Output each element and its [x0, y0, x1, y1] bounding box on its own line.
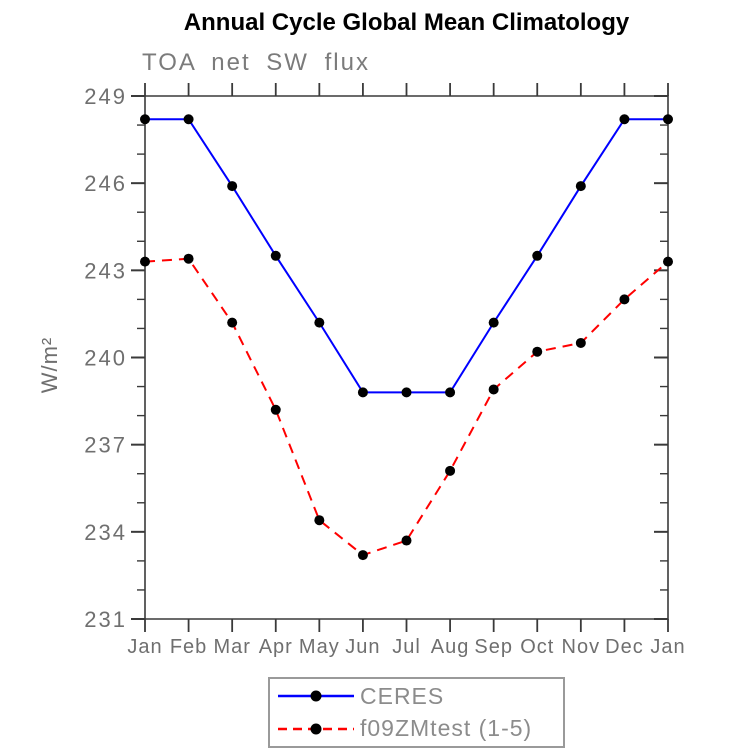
series-marker-0	[183, 114, 194, 125]
series-marker-0	[270, 250, 281, 261]
series-marker-1	[445, 465, 456, 476]
series-marker-1	[183, 253, 194, 264]
x-tick-label: Dec	[605, 636, 644, 658]
x-tick-label: Feb	[170, 636, 207, 658]
series-marker-0	[445, 387, 456, 398]
series-marker-1	[488, 384, 499, 395]
series-marker-0	[532, 250, 543, 261]
series-line-1	[144, 257, 669, 557]
x-tick-label: Jul	[392, 636, 421, 658]
y-tick-label: 234	[84, 520, 127, 545]
series-marker-1	[140, 256, 150, 267]
legend-label: f09ZMtest (1-5)	[360, 715, 533, 742]
x-tick-label: Nov	[562, 636, 601, 658]
x-tick-label: May	[299, 636, 340, 658]
series-marker-0	[140, 114, 150, 125]
y-tick-label: 249	[84, 84, 127, 109]
series-marker-0	[314, 317, 325, 328]
series-marker-1	[663, 256, 673, 267]
x-tick-label: Apr	[259, 636, 293, 658]
x-tick-label: Jun	[345, 636, 380, 658]
x-tick-label: Sep	[474, 636, 513, 658]
series-marker-0	[488, 317, 499, 328]
y-tick-label: 246	[84, 171, 127, 196]
series-marker-0	[227, 181, 238, 192]
y-tick-label: 231	[84, 607, 127, 632]
x-tick-label: Mar	[213, 636, 250, 658]
series-marker-0	[575, 181, 586, 192]
chart-title: Annual Cycle Global Mean Climatology	[183, 9, 630, 36]
series-marker-0	[357, 387, 368, 398]
series-marker-0	[663, 114, 673, 125]
legend-line-sample	[278, 690, 354, 702]
y-tick-label: 237	[84, 433, 127, 458]
x-tick-label: Aug	[431, 636, 470, 658]
y-tick-label: 243	[84, 258, 127, 283]
legend-line-sample	[278, 723, 354, 735]
x-tick-label: Jan	[650, 636, 685, 658]
legend-entry-1: f09ZMtest (1-5)	[274, 714, 563, 744]
series-line-0	[145, 118, 668, 394]
series-marker-1	[357, 550, 368, 561]
series-marker-1	[619, 294, 630, 305]
series-marker-0	[619, 114, 630, 125]
series-marker-1	[532, 346, 543, 357]
x-tick-label: Jan	[127, 636, 162, 658]
series-marker-1	[314, 515, 325, 526]
series-marker-1	[401, 535, 412, 546]
series-marker-1	[575, 337, 586, 348]
series-marker-0	[401, 387, 412, 398]
series-marker-1	[227, 317, 238, 328]
x-tick-label: Oct	[520, 636, 554, 658]
y-tick-label: 240	[84, 346, 127, 371]
series-marker-1	[270, 404, 281, 415]
legend: CERES f09ZMtest (1-5)	[268, 677, 565, 748]
legend-label: CERES	[360, 682, 445, 709]
legend-entry-0: CERES	[274, 681, 563, 711]
chart-subtitle: TOA net SW flux	[142, 49, 370, 76]
